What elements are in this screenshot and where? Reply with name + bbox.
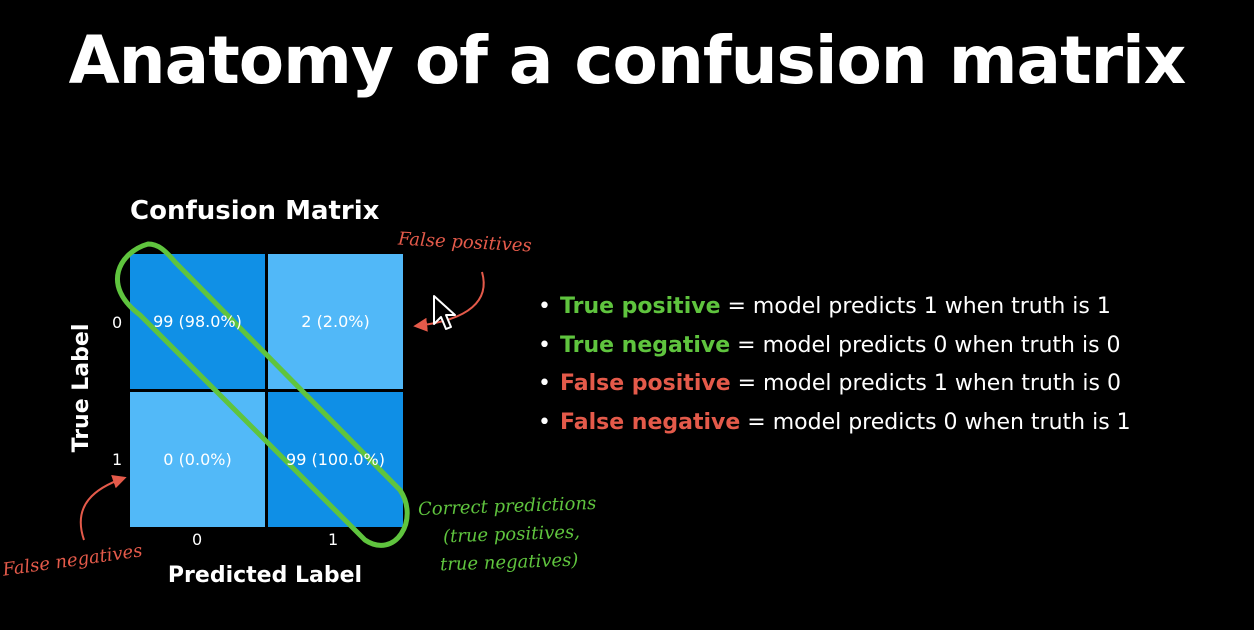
- x-axis-label: Predicted Label: [167, 563, 363, 588]
- false-negatives-arrow: [79, 475, 127, 541]
- cell-label-0-0: 99 (98.0%): [153, 311, 242, 331]
- cell-label-0-1: 2 (2.0%): [301, 311, 370, 331]
- heatmap-cell-0-1: [268, 254, 403, 389]
- false-positives-arrow: [413, 271, 485, 332]
- definitions-list: • True positive = model predicts 1 when t…: [538, 288, 1131, 442]
- bullet: •: [538, 294, 551, 319]
- definition-text: = model predicts 0 when truth is 1: [740, 409, 1131, 435]
- cell-label-1-1: 99 (100.0%): [286, 449, 385, 469]
- diagonal-highlight-outline: [115, 241, 410, 548]
- term-false-negative: False negative: [560, 409, 741, 435]
- bullet: •: [538, 332, 551, 358]
- heatmap-cell-1-1: [268, 392, 403, 527]
- definition-true-positive: • True positive = model predicts 1 when t…: [538, 288, 1131, 327]
- term-true-positive: True positive: [560, 294, 721, 319]
- heatmap-cell-0-0: [130, 254, 265, 389]
- definition-true-negative: • True negative = model predicts 0 when t…: [538, 327, 1131, 366]
- x-tick-1: 1: [328, 530, 339, 549]
- chart-title: Confusion Matrix: [130, 196, 380, 226]
- cell-label-1-0: 0 (0.0%): [163, 449, 232, 469]
- definition-false-negative: • False negative = model predicts 0 when …: [538, 404, 1131, 443]
- term-false-positive: False positive: [560, 371, 731, 396]
- page-title: Anatomy of a confusion matrix: [68, 22, 1187, 99]
- definition-text: = model predicts 1 when truth is 1: [720, 294, 1111, 319]
- term-true-negative: True negative: [560, 332, 731, 358]
- bullet: •: [538, 371, 551, 396]
- y-tick-0: 0: [112, 313, 123, 332]
- bullet: •: [538, 409, 551, 435]
- definition-false-positive: • False positive = model predicts 1 when …: [538, 365, 1131, 404]
- x-tick-0: 0: [192, 530, 203, 549]
- y-tick-1: 1: [112, 450, 123, 469]
- mouse-pointer-icon: [433, 295, 456, 330]
- definition-text: = model predicts 0 when truth is 0: [730, 332, 1121, 358]
- definition-text: = model predicts 1 when truth is 0: [730, 371, 1121, 396]
- y-axis-label: True Label: [69, 323, 94, 453]
